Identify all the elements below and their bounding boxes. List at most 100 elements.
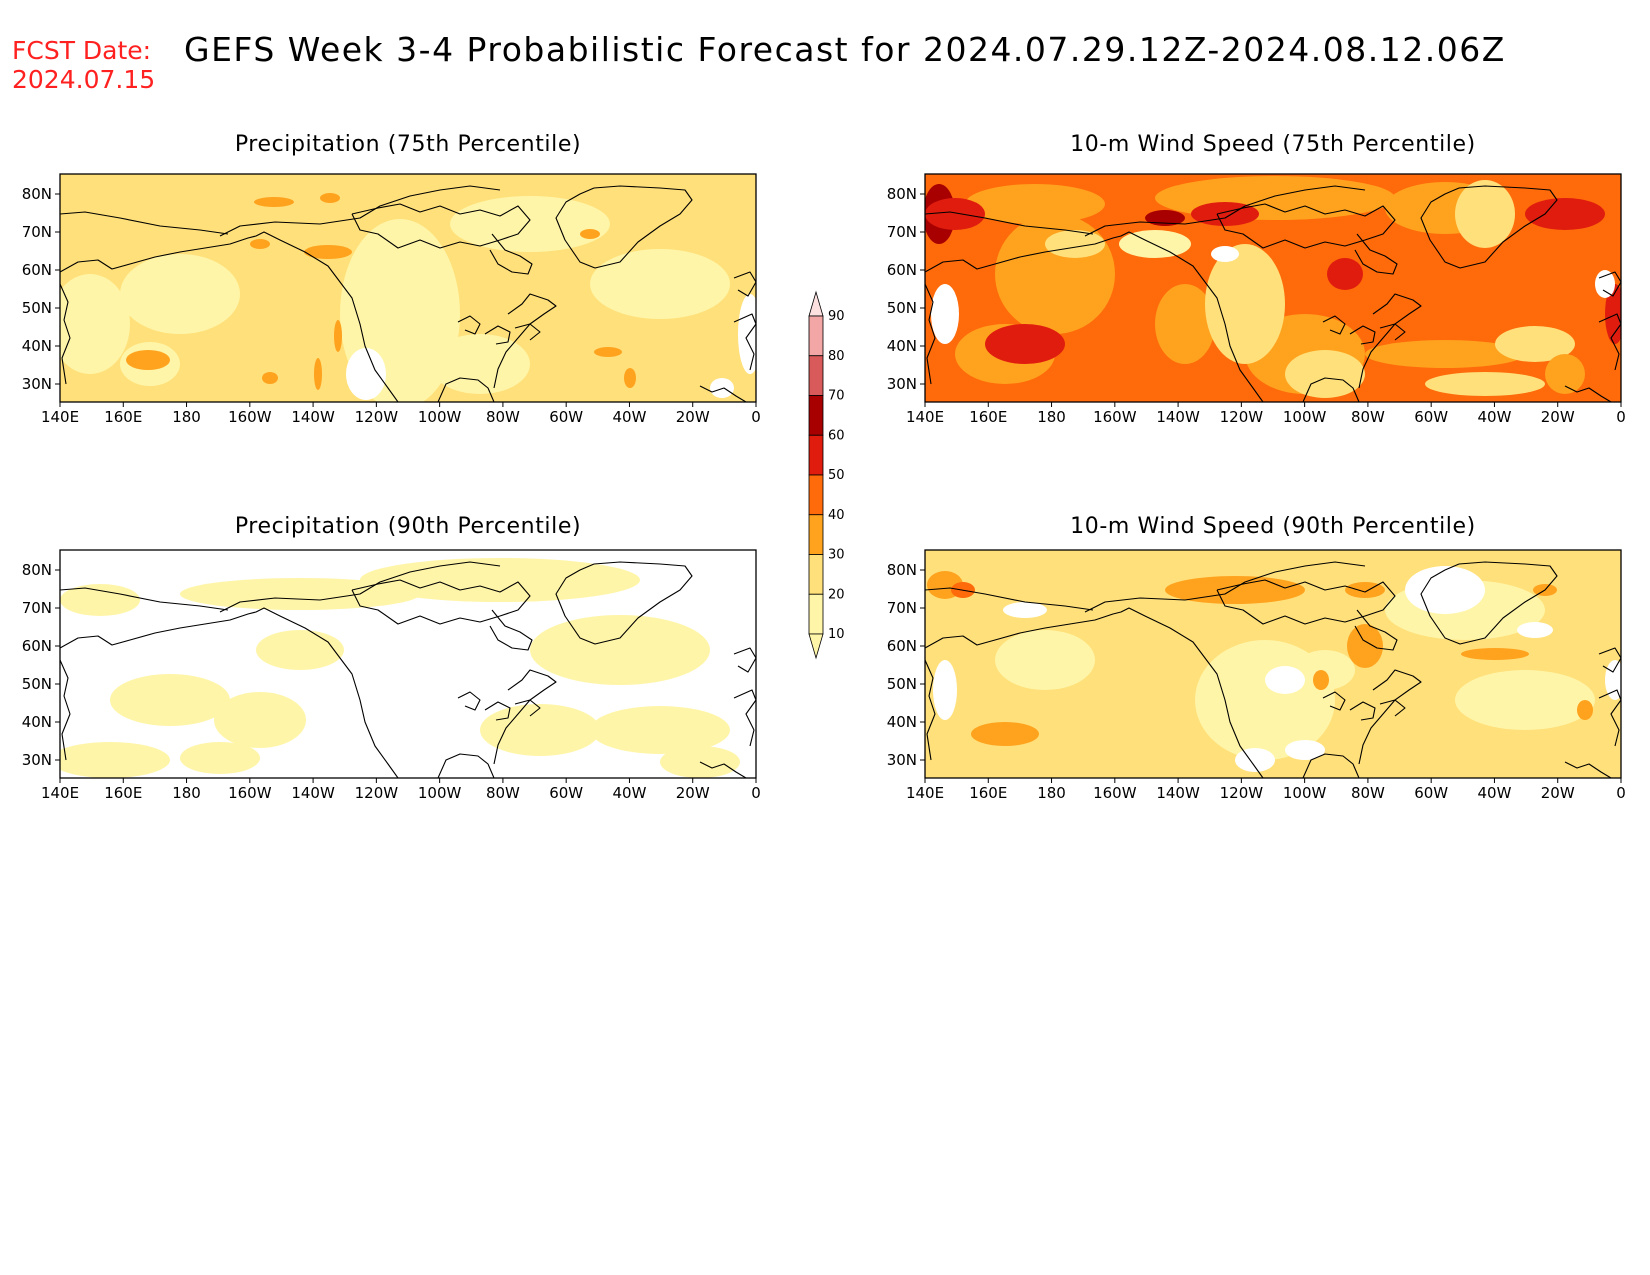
- lat-tick-label: 40N: [887, 337, 917, 355]
- coastline: [1379, 323, 1406, 341]
- lon-tick-label: 0: [751, 784, 761, 802]
- coastline: [1349, 325, 1376, 345]
- coastline: [1322, 315, 1346, 335]
- colorbar-label: 40: [828, 508, 845, 523]
- probability-region: [1045, 230, 1105, 258]
- coastline: [1084, 561, 1366, 613]
- panel-title-precip-75: Precipitation (75th Percentile): [234, 132, 582, 157]
- forecast-date-block: FCST Date: 2024.07.15: [12, 36, 155, 94]
- map-frame: [59, 173, 757, 403]
- lon-tick-label: 40W: [1477, 408, 1511, 426]
- coastline: [1598, 271, 1621, 297]
- coastline: [1564, 385, 1612, 402]
- coastline: [925, 231, 1264, 402]
- probability-region: [60, 274, 130, 374]
- lon-tick-label: 140E: [906, 784, 944, 802]
- map-frame: [924, 173, 1622, 403]
- lon-tick-label: 20W: [1541, 408, 1575, 426]
- probability-region: [710, 378, 734, 398]
- lon-tick-label: 60W: [549, 408, 583, 426]
- colorbar-segment: [808, 554, 824, 595]
- coastline: [60, 587, 229, 611]
- lon-tick-label: 140W: [291, 408, 335, 426]
- lat-tick-label: 60N: [22, 261, 52, 279]
- lon-tick-label: 140W: [1156, 408, 1200, 426]
- probability-region: [256, 630, 344, 670]
- map-precip-90: 80N 70N 60N 50N 40N 30N 140E 160E 180 160W 140W 120…: [22, 549, 761, 802]
- probability-region: [250, 239, 270, 249]
- lat-tick-label: 30N: [22, 375, 52, 393]
- probability-region: [933, 660, 957, 720]
- coastline: [925, 587, 1094, 611]
- lon-tick-label: 160E: [104, 408, 142, 426]
- lon-tick-label: 100W: [1283, 784, 1327, 802]
- lon-tick-label: 180: [1037, 784, 1066, 802]
- probability-region: [1155, 176, 1395, 220]
- lon-tick-label: 100W: [418, 408, 462, 426]
- probability-region: [450, 196, 610, 252]
- probability-region: [480, 704, 600, 756]
- lon-tick-label: 80W: [486, 408, 520, 426]
- probability-region: [1455, 670, 1595, 730]
- coastline: [514, 323, 541, 341]
- coastline: [1302, 377, 1360, 402]
- coastline: [60, 211, 229, 235]
- coastlines: [60, 185, 756, 402]
- lat-tick-label: 40N: [22, 713, 52, 731]
- lat-tick-label: 60N: [22, 637, 52, 655]
- probability-region: [1165, 576, 1305, 604]
- colorbar-segment: [808, 395, 824, 436]
- coastline: [219, 561, 501, 613]
- coastline: [925, 607, 1264, 778]
- lat-tick-label: 50N: [22, 299, 52, 317]
- probability-region: [1455, 180, 1515, 248]
- lat-tick-label: 60N: [887, 637, 917, 655]
- probability-region: [1119, 230, 1191, 258]
- coastline: [60, 607, 399, 778]
- colorbar-label: 80: [828, 349, 845, 364]
- lon-tick-label: 160W: [228, 408, 272, 426]
- probability-region: [1347, 624, 1383, 668]
- coastline: [1084, 185, 1366, 237]
- lat-tick-label: 30N: [22, 751, 52, 769]
- probability-field: [60, 550, 756, 778]
- probability-region: [120, 254, 240, 334]
- lon-tick-label: 140E: [906, 408, 944, 426]
- coastline: [1354, 233, 1398, 275]
- lat-tick-label: 30N: [887, 751, 917, 769]
- colorbar-top-triangle: [808, 290, 824, 317]
- coastline: [457, 315, 481, 335]
- map-precip-75: 80N 70N 60N 50N 40N 30N 140E 160E 180 160W 140W 120…: [22, 173, 761, 426]
- lon-tick-label: 120W: [355, 784, 399, 802]
- lon-tick-label: 20W: [676, 408, 710, 426]
- lat-tick-label: 50N: [887, 675, 917, 693]
- coastlines: [925, 561, 1621, 778]
- lon-tick-label: 40W: [1477, 784, 1511, 802]
- lon-tick-label: 160E: [104, 784, 142, 802]
- coastline: [1358, 669, 1422, 765]
- colorbar-label: 60: [828, 428, 845, 443]
- probability-region: [1545, 354, 1585, 394]
- coastline: [1598, 689, 1621, 747]
- probability-region: [965, 184, 1105, 224]
- coastline: [514, 699, 541, 717]
- coastline: [493, 293, 557, 389]
- coastline: [1349, 701, 1376, 721]
- lon-tick-label: 120W: [1220, 784, 1264, 802]
- lon-tick-label: 0: [751, 408, 761, 426]
- probability-region: [334, 320, 342, 352]
- probability-region: [180, 742, 260, 774]
- lon-tick-label: 100W: [418, 784, 462, 802]
- lon-tick-label: 60W: [549, 784, 583, 802]
- colorbar-label: 10: [828, 627, 845, 642]
- colorbar-label: 30: [828, 548, 845, 563]
- probability-region: [320, 193, 340, 203]
- coastline: [1420, 561, 1558, 645]
- probability-region: [1235, 748, 1275, 772]
- probability-region: [995, 630, 1095, 690]
- probability-region: [1365, 340, 1525, 368]
- probability-field: [60, 174, 756, 402]
- colorbar-segment: [808, 434, 824, 476]
- lat-tick-label: 70N: [887, 223, 917, 241]
- coastline: [1598, 313, 1621, 371]
